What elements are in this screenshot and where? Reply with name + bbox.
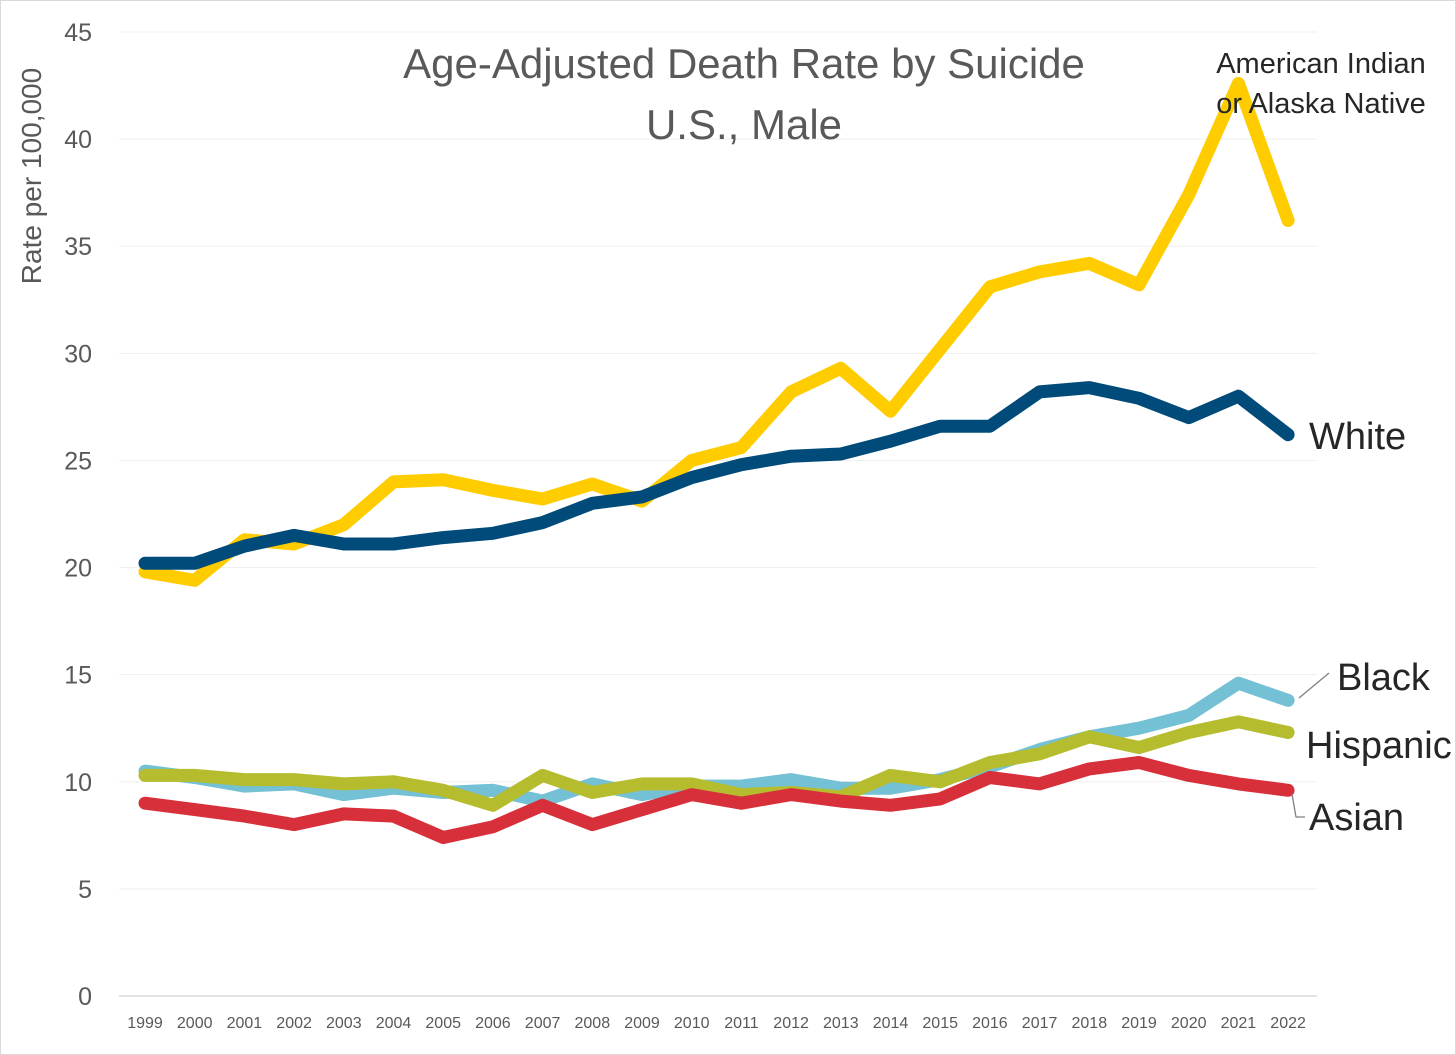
y-tick-label: 30: [64, 340, 92, 368]
x-tick-label: 2019: [1121, 1015, 1157, 1032]
x-tick-label: 2008: [575, 1015, 611, 1032]
x-tick-label: 2004: [376, 1015, 412, 1032]
series-label-line: Asian: [1309, 797, 1404, 839]
y-tick-label: 10: [64, 769, 92, 797]
x-tick-label: 2018: [1072, 1015, 1108, 1032]
series-line-hispanic: [138, 715, 1295, 812]
x-tick-label: 2013: [823, 1015, 859, 1032]
series-label-black: Black: [1337, 657, 1431, 699]
y-tick-label: 45: [64, 19, 92, 47]
y-tick-label: 0: [78, 983, 92, 1011]
series-lines: [138, 76, 1295, 844]
x-tick-label: 2006: [475, 1015, 511, 1032]
series-label-american-indian-or-alaska-native: American Indian or Alaska Native: [1216, 48, 1426, 120]
x-tick-label: 2011: [724, 1015, 759, 1032]
x-tick-label: 2001: [227, 1015, 263, 1032]
x-tick-label: 2000: [177, 1015, 213, 1032]
y-axis-ticks: 0 5 10 15 20 25 30 35 40 45: [64, 19, 92, 1011]
series-labels: American Indian or Alaska Native White Blac…: [1216, 48, 1452, 839]
x-tick-label: 2002: [276, 1015, 312, 1032]
series-line-asian: [138, 756, 1295, 844]
y-tick-label: 25: [64, 447, 92, 475]
y-axis-label: Rate per 100,000: [16, 68, 47, 284]
y-tick-label: 35: [64, 233, 92, 261]
leader-line-asian: [1291, 793, 1305, 818]
series-label-hispanic: Hispanic: [1306, 725, 1452, 767]
x-tick-label: 2009: [624, 1015, 660, 1032]
x-tick-label: 2022: [1270, 1015, 1306, 1032]
chart-title: Age-Adjusted Death Rate by Suicide: [403, 40, 1085, 87]
leader-line-black: [1298, 672, 1330, 699]
x-tick-label: 2010: [674, 1015, 710, 1032]
chart-subtitle: U.S., Male: [646, 101, 842, 148]
series-line-american-indian-or-alaska-native: [138, 76, 1295, 587]
gridlines: [119, 31, 1317, 997]
series-label-line: Black: [1337, 657, 1431, 699]
x-tick-label: 2005: [425, 1015, 461, 1032]
x-tick-label: 2012: [773, 1015, 809, 1032]
x-tick-label: 2020: [1171, 1015, 1207, 1032]
x-tick-label: 1999: [127, 1015, 163, 1032]
series-label-line: White: [1309, 416, 1406, 458]
x-tick-label: 2003: [326, 1015, 362, 1032]
x-tick-label: 2015: [922, 1015, 958, 1032]
y-tick-label: 15: [64, 662, 92, 690]
label-leader-lines: [1291, 672, 1330, 818]
y-tick-label: 20: [64, 555, 92, 583]
series-label-line: or Alaska Native: [1216, 88, 1426, 120]
y-tick-label: 40: [64, 126, 92, 154]
series-label-line: American Indian: [1216, 48, 1426, 80]
x-tick-label: 2014: [873, 1015, 909, 1032]
y-tick-label: 5: [78, 876, 92, 904]
series-label-asian: Asian: [1309, 797, 1404, 839]
x-tick-label: 2016: [972, 1015, 1008, 1032]
x-tick-label: 2017: [1022, 1015, 1058, 1032]
x-tick-label: 2007: [525, 1015, 561, 1032]
x-axis-ticks: 1999 2000 2001 2002 2003 2004 2005 2006 2007 2008…: [127, 1015, 1306, 1032]
series-label-white: White: [1309, 416, 1406, 458]
series-line-white: [138, 381, 1295, 570]
x-tick-label: 2021: [1221, 1015, 1257, 1032]
series-label-line: Hispanic: [1306, 725, 1452, 767]
